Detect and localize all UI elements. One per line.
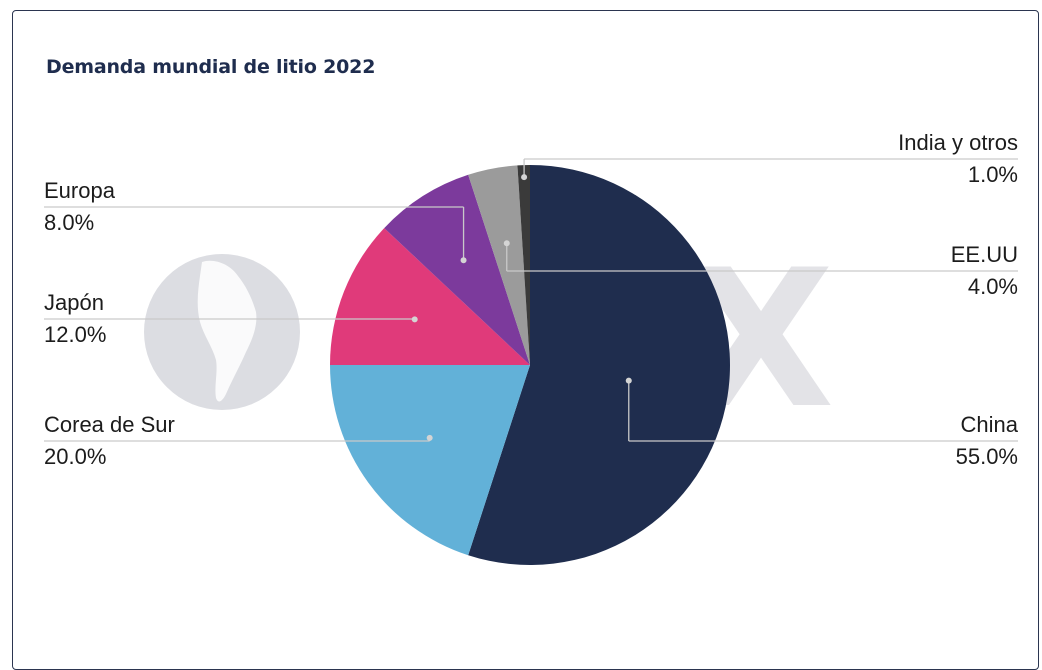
slice-label: China — [961, 412, 1019, 437]
label-leaders — [44, 158, 1018, 442]
leader-dot — [426, 434, 433, 441]
leader-dot — [625, 377, 632, 384]
leader-dot — [411, 316, 418, 323]
pie-slice-jap-n — [330, 228, 530, 365]
chart-title: Demanda mundial de litio 2022 — [46, 56, 376, 78]
slice-value-label: 4.0% — [968, 274, 1018, 299]
slice-label: Japón — [44, 290, 104, 315]
slice-label: Europa — [44, 178, 116, 203]
pie-slice-europa — [384, 174, 530, 365]
leader-dot — [460, 257, 467, 264]
slice-value-label: 1.0% — [968, 162, 1018, 187]
pie-slices — [330, 165, 730, 565]
pie-slice-corea-de-sur — [330, 365, 530, 556]
slice-value-label: 8.0% — [44, 210, 94, 235]
slice-label: Corea de Sur — [44, 412, 175, 437]
pie-slice-ee-uu — [468, 165, 530, 365]
slice-value-label: 12.0% — [44, 322, 106, 347]
leader-dot — [503, 240, 510, 247]
pie-slice-china — [468, 165, 730, 565]
pie-slice-india-y-otros — [517, 165, 530, 365]
slice-label: EE.UU — [951, 242, 1018, 267]
slice-value-label: 20.0% — [44, 444, 106, 469]
slice-value-label: 55.0% — [956, 444, 1018, 469]
slice-label: India y otros — [898, 130, 1018, 155]
slice-labels: China 55.0% Corea de Sur 20.0% Japón 12.0% Eur… — [44, 130, 1019, 469]
leader-dot — [521, 174, 528, 181]
globe-americas-icon — [144, 254, 300, 410]
